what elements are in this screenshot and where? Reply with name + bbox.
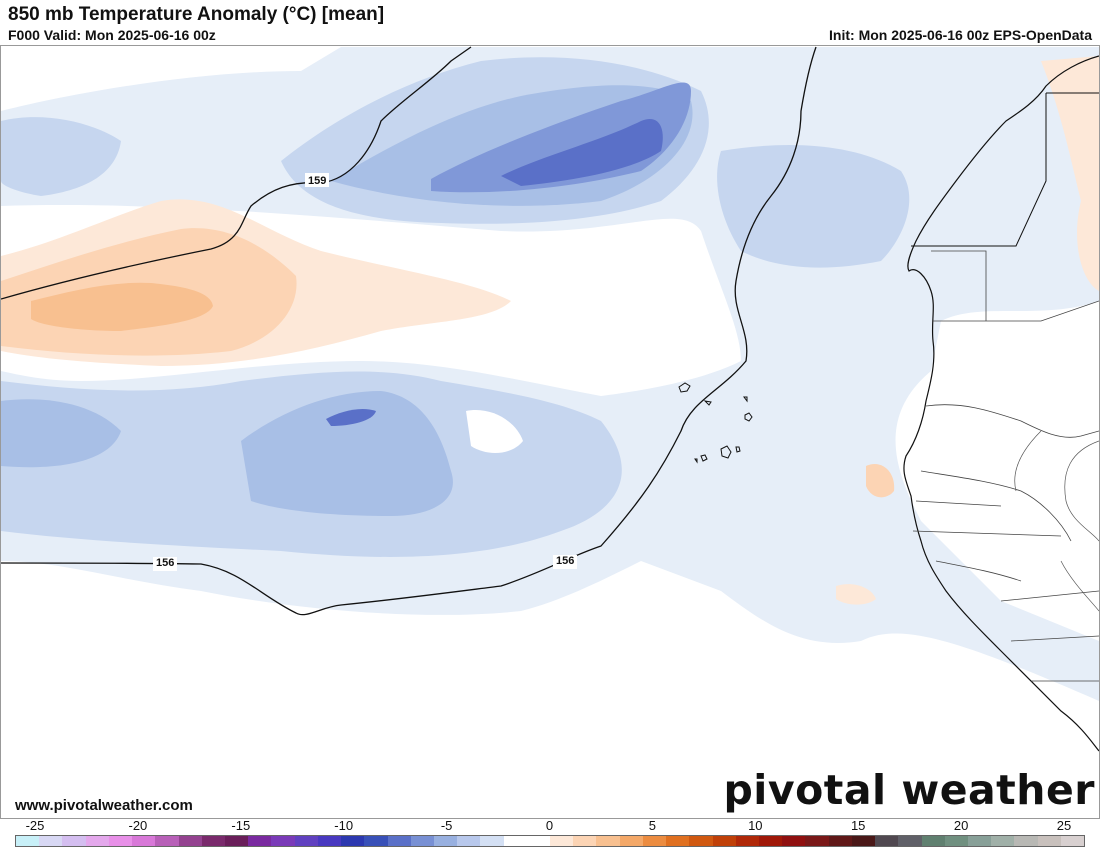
colorbar-swatch: [364, 836, 388, 846]
border-mauritania: [931, 250, 1099, 322]
colorbar-swatch: [201, 836, 225, 846]
colorbar-swatch: [944, 836, 968, 846]
colorbar-swatch: [689, 836, 713, 846]
colorbar-swatch: [480, 836, 504, 846]
anomaly-fill-blue-southwest: [1, 399, 121, 468]
colorbar-tick-label: -10: [334, 818, 354, 833]
colorbar-swatch: [619, 836, 643, 846]
border-inland: [1014, 430, 1099, 612]
colorbar-swatch: [410, 836, 434, 846]
anomaly-fill-blue-south-mid: [241, 391, 453, 516]
colorbar-swatch: [550, 836, 574, 846]
border-mali-senegal: [912, 404, 1099, 682]
colorbar-swatch: [62, 836, 86, 846]
colorbar-swatch: [271, 836, 295, 846]
website-label: www.pivotalweather.com: [15, 797, 193, 814]
contour-156: [1, 46, 817, 616]
colorbar-tick-label: 15: [850, 818, 866, 833]
colorbar-swatch: [666, 836, 690, 846]
anomaly-fill-warm-core: [31, 282, 213, 331]
colorbar-swatch: [526, 836, 551, 846]
contour-label-159: 159: [308, 175, 327, 187]
anomaly-fill-blue-south-core: [326, 408, 376, 426]
anomaly-fill-blue-west: [1, 117, 121, 196]
colorbar-swatch: [16, 836, 40, 846]
colorbar-tick-label: 10: [748, 818, 763, 833]
colorbar-tick-label: -25: [25, 818, 45, 833]
colorbar-swatch: [317, 836, 342, 846]
colorbar-swatch: [132, 836, 156, 846]
colorbar-swatch: [967, 836, 992, 846]
colorbar-tick-labels: -25 -20 -15 -10 -5 0 5 10 15 20 25: [0, 818, 1100, 836]
contour-159: [1, 46, 472, 300]
colorbar-tick-label: 5: [648, 818, 657, 833]
colorbar-swatch: [573, 836, 597, 846]
colorbar-swatch: [178, 836, 202, 846]
colorbar: [15, 835, 1085, 847]
colorbar-swatch: [85, 836, 109, 846]
colorbar-swatch: [782, 836, 806, 846]
colorbar-swatch: [341, 836, 365, 846]
colorbar-swatch: [387, 836, 411, 846]
anomaly-fill-warm-sahara: [1041, 56, 1099, 291]
colorbar-swatch: [921, 836, 945, 846]
anomaly-fill-neutral-hole: [466, 410, 523, 453]
colorbar-tick-label: 25: [1056, 818, 1072, 833]
colorbar-swatch: [642, 836, 667, 846]
colorbar-tick-label: -20: [128, 818, 148, 833]
map-panel: 159 156 156: [0, 45, 1100, 819]
border-western-sahara: [911, 92, 1099, 247]
anomaly-fill-warm-small: [866, 463, 895, 498]
colorbar-swatch: [433, 836, 458, 846]
colorbar-swatch: [596, 836, 620, 846]
colorbar-swatch: [875, 836, 899, 846]
colorbar-swatch: [155, 836, 179, 846]
anomaly-fill-blue-east: [717, 145, 910, 268]
colorbar-swatch: [457, 836, 481, 846]
colorbar-tick-label: 20: [953, 818, 969, 833]
chart-title: 850 mb Temperature Anomaly (°C) [mean]: [8, 4, 385, 25]
colorbar-swatch: [1037, 836, 1061, 846]
contour-label-156-east: 156: [556, 555, 575, 567]
colorbar-swatch: [294, 836, 318, 846]
anomaly-fill-warm-small-2: [836, 584, 876, 605]
colorbar-swatch: [759, 836, 783, 846]
colorbar-swatch: [39, 836, 63, 846]
colorbar-swatch: [735, 836, 759, 846]
contour-label-156-west: 156: [156, 557, 175, 569]
colorbar-swatch: [851, 836, 876, 846]
coastline-africa: [903, 55, 1099, 752]
init-time: Init: Mon 2025-06-16 00z EPS-OpenData: [829, 27, 1092, 43]
colorbar-swatch: [1014, 836, 1038, 846]
anomaly-map: [1, 46, 1099, 752]
colorbar-tick-label: -15: [231, 818, 251, 833]
colorbar-swatch: [503, 836, 527, 846]
valid-time: F000 Valid: Mon 2025-06-16 00z: [8, 27, 216, 43]
colorbar-tick-label: -5: [440, 818, 453, 833]
anomaly-fill-blue-north-core: [501, 119, 663, 186]
cape-verde-islands: [678, 382, 753, 464]
colorbar-swatch: [224, 836, 249, 846]
colorbar-swatch: [712, 836, 736, 846]
colorbar-swatch: [108, 836, 133, 846]
colorbar-swatch: [248, 836, 272, 846]
colorbar-swatch: [1060, 836, 1085, 846]
colorbar-swatch: [991, 836, 1015, 846]
colorbar-tick-label: 0: [545, 818, 554, 833]
colorbar-swatch: [828, 836, 852, 846]
brand-logo: pivotal weather: [723, 766, 1095, 814]
colorbar-swatch: [898, 836, 922, 846]
colorbar-swatch: [805, 836, 829, 846]
